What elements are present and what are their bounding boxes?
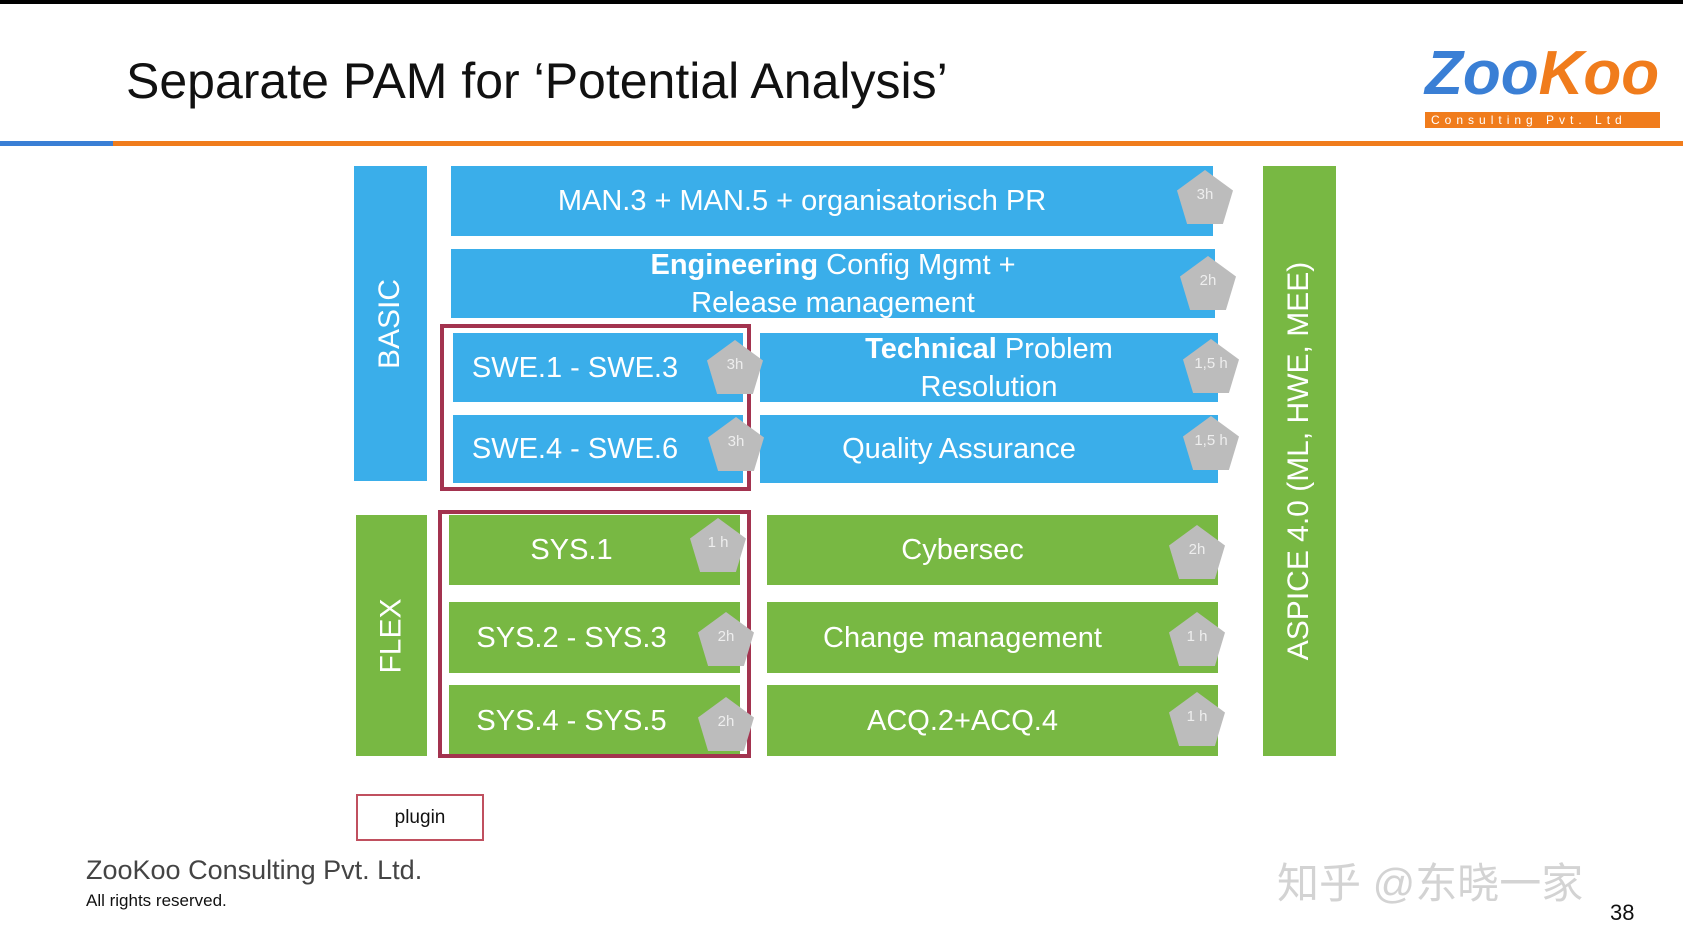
- block-sys1: SYS.1: [449, 515, 740, 585]
- block-acq: ACQ.2+ACQ.4: [767, 685, 1218, 756]
- logo-subtext: Consulting Pvt. Ltd: [1425, 112, 1660, 128]
- aspice-column: ASPICE 4.0 (ML, HWE, MEE): [1263, 166, 1336, 756]
- block-quality-assurance: Quality Assurance: [760, 415, 1218, 483]
- block-cybersec: Cybersec: [767, 515, 1218, 585]
- block-swe1-3: SWE.1 - SWE.3: [453, 333, 743, 402]
- footer-company: ZooKoo Consulting Pvt. Ltd.: [86, 855, 423, 885]
- basic-column: BASIC: [354, 166, 427, 481]
- basic-label: BASIC: [373, 278, 407, 369]
- header-divider-blue: [0, 141, 113, 146]
- block-sys4-5: SYS.4 - SYS.5: [449, 685, 740, 756]
- flex-label: FLEX: [374, 597, 408, 674]
- plugin-highlight-swe: [440, 324, 751, 491]
- block-man: MAN.3 + MAN.5 + organisatorisch PR: [451, 166, 1213, 236]
- header-divider-orange: [113, 141, 1683, 146]
- slide-title: Separate PAM for ‘Potential Analysis’: [126, 53, 948, 109]
- flex-column: FLEX: [356, 515, 427, 756]
- block-problem-resolution: Technical Problem Resolution: [760, 333, 1218, 403]
- page-number: 38: [1610, 900, 1635, 925]
- plugin-legend: plugin: [356, 794, 484, 841]
- block-sys2-3: SYS.2 - SYS.3: [449, 602, 740, 673]
- logo-wordmark: ZooKoo: [1425, 39, 1660, 108]
- top-bar: [0, 0, 1683, 4]
- watermark: 知乎 @东晓一家: [1277, 860, 1584, 907]
- footer-rights: All rights reserved.: [86, 891, 227, 910]
- block-engineering: Engineering Config Mgmt + Release manage…: [451, 249, 1215, 319]
- zookoo-logo: ZooKoo Consulting Pvt. Ltd: [1425, 40, 1670, 136]
- block-swe4-6: SWE.4 - SWE.6: [453, 415, 743, 483]
- aspice-label: ASPICE 4.0 (ML, HWE, MEE): [1282, 261, 1316, 661]
- block-change-management: Change management: [767, 602, 1218, 673]
